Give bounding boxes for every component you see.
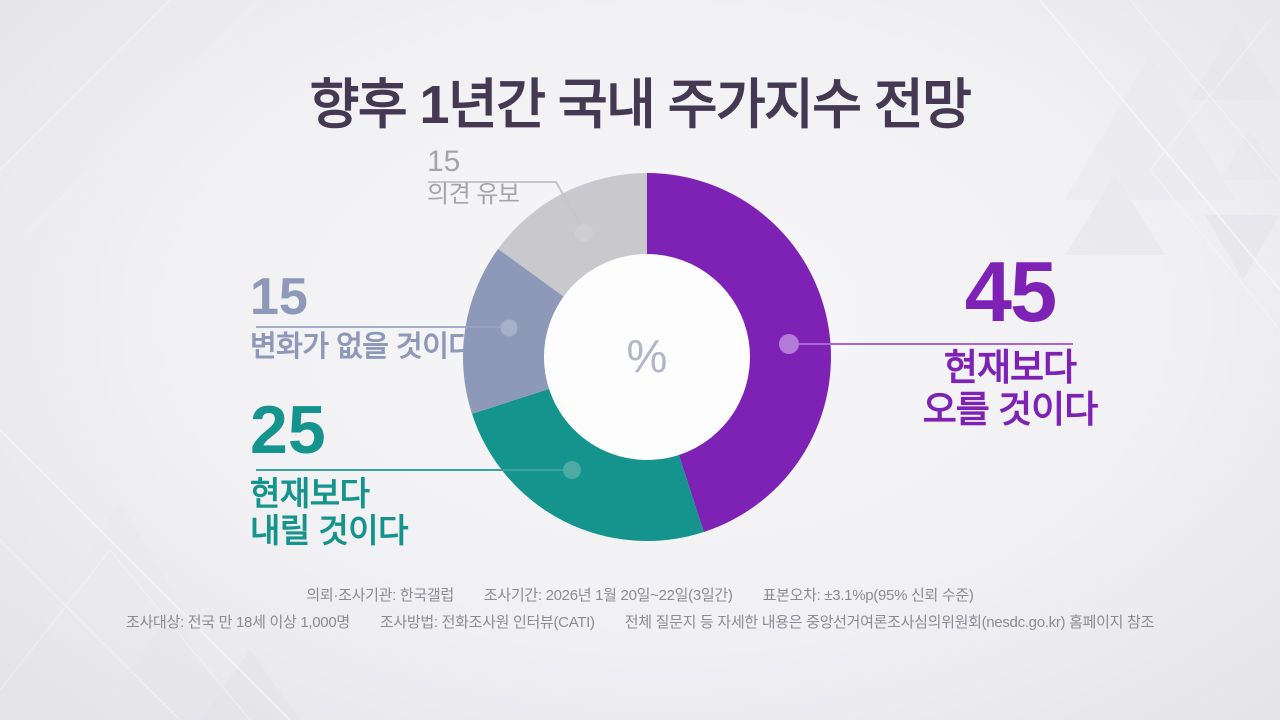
- donut-hole: [543, 253, 751, 461]
- callout-label-fall-line2: 내릴 것이다: [250, 512, 408, 549]
- callout-value-fall: 25: [250, 392, 326, 468]
- leader-line-reserved: [428, 181, 585, 232]
- survey-reference: 전체 질문지 등 자세한 내용은 중앙선거여론조사심의위원회(nesdc.go.…: [624, 614, 1155, 631]
- survey-margin-of-error: 표본오차: ±3.1%p(95% 신뢰 수준): [762, 587, 974, 604]
- donut-segment-3: [498, 173, 647, 297]
- callout-label-no-change: 변화가 없을 것이다: [250, 331, 475, 363]
- callout-dot-rise: [779, 334, 799, 354]
- survey-details: 의뢰·조사기관: 한국갤럽 조사기간: 2026년 1월 20일~22일(3일간…: [0, 584, 1280, 632]
- callout-label-rise: 현재보다 오를 것이다: [860, 347, 1160, 431]
- callout-label-fall: 현재보다 내릴 것이다: [250, 475, 408, 549]
- page-title: 향후 1년간 국내 주가지수 전망: [309, 75, 972, 135]
- callout-value-no-change: 15: [250, 268, 308, 326]
- survey-agency: 의뢰·조사기관: 한국갤럽: [306, 587, 454, 604]
- callout-label-rise-line2: 오를 것이다: [922, 389, 1098, 430]
- callout-dot-reserved: [575, 224, 593, 242]
- survey-sample: 조사대상: 전국 만 18세 이상 1,000명: [126, 614, 350, 631]
- donut-segment-1: [472, 388, 704, 541]
- callout-label-reserved: 의견 유보: [427, 181, 520, 208]
- callout-dot-fall: [563, 461, 581, 479]
- callout-dot-no-change: [500, 319, 518, 337]
- callout-label-rise-line1: 현재보다: [943, 347, 1077, 388]
- percent-symbol: %: [626, 330, 668, 382]
- survey-details-row1: 의뢰·조사기관: 한국갤럽 조사기간: 2026년 1월 20일~22일(3일간…: [306, 584, 973, 605]
- survey-period: 조사기간: 2026년 1월 20일~22일(3일간): [483, 587, 733, 604]
- callout-value-rise: 45: [964, 245, 1058, 340]
- survey-details-row2: 조사대상: 전국 만 18세 이상 1,000명 조사방법: 전화조사원 인터뷰…: [126, 611, 1154, 632]
- callout-value-reserved: 15: [427, 145, 461, 178]
- donut-segments: [463, 173, 831, 541]
- donut-segment-0: [647, 173, 831, 532]
- survey-method: 조사방법: 전화조사원 인터뷰(CATI): [379, 614, 595, 631]
- callout-label-fall-line1: 현재보다: [250, 475, 370, 512]
